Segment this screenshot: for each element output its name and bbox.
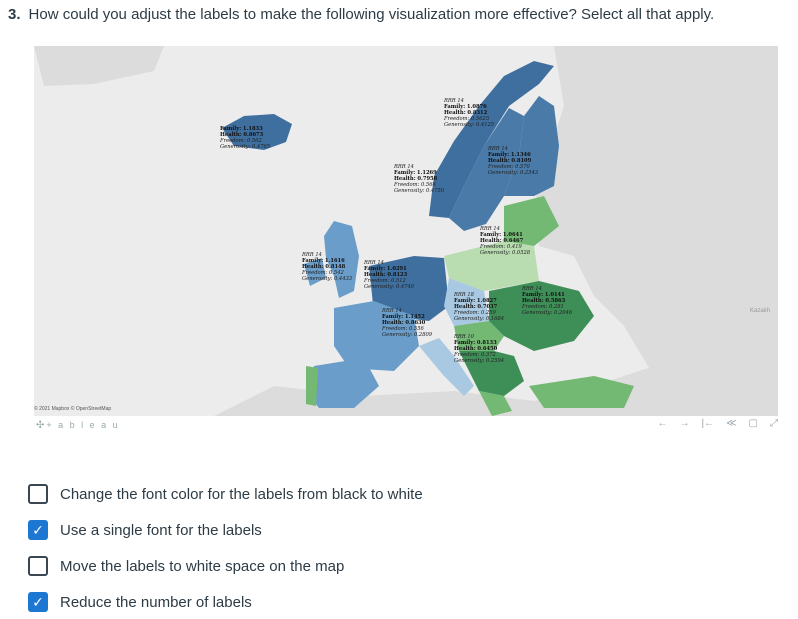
country-poland bbox=[444, 278, 489, 326]
country-ukraine bbox=[489, 281, 594, 351]
map-label-ukraine: RRR 14 Family: 1.0141 Health: 0.5863 Freedo… bbox=[522, 286, 573, 316]
country-italy bbox=[419, 338, 474, 396]
tableau-viz[interactable]: Family: 1.1833 Health: 0.8673 Freedom: 0.5… bbox=[34, 46, 778, 436]
map-corner-label: Kazakh bbox=[750, 308, 771, 314]
country-uk bbox=[324, 221, 359, 298]
country-france bbox=[334, 301, 419, 371]
answer-label[interactable]: Move the labels to white space on the ma… bbox=[60, 557, 345, 575]
map-label-balkans: RRR 10 Family: 0.8133 Health: 0.6450 Freedo… bbox=[454, 334, 505, 364]
answer-font-color[interactable]: Change the font color for the labels fro… bbox=[28, 484, 423, 504]
map-label-baltic: RRR 14 Family: 1.0641 Health: 0.6467 Freedo… bbox=[480, 226, 531, 256]
land-greenland bbox=[34, 46, 164, 86]
map-label-uk: RRR 14 Family: 1.1616 Health: 0.8148 Freedo… bbox=[302, 252, 353, 282]
country-sweden bbox=[449, 108, 524, 231]
country-iceland bbox=[222, 114, 292, 150]
land-russia bbox=[534, 46, 778, 376]
map-label-norway: RRR 14 Family: 1.0876 Health: 0.8312 Freedo… bbox=[444, 98, 495, 128]
checkmark-icon: ✓ bbox=[32, 594, 44, 610]
answer-white-space[interactable]: Move the labels to white space on the ma… bbox=[28, 556, 344, 576]
map-canvas[interactable]: Family: 1.1833 Health: 0.8673 Freedom: 0.5… bbox=[34, 46, 778, 416]
comment-icon[interactable]: ▢ bbox=[748, 418, 758, 429]
country-greece bbox=[479, 391, 512, 416]
map-label-benelux: RRR 14 Family: 1.0291 Health: 0.8123 Freedo… bbox=[364, 260, 415, 290]
map-attribution: © 2021 Mapbox © OpenStreetMap bbox=[34, 406, 112, 412]
country-belarus bbox=[444, 241, 539, 291]
map-label-finland: RRR 14 Family: 1.1346 Health: 0.8109 Freedo… bbox=[488, 146, 539, 176]
country-benelux-germany bbox=[369, 256, 449, 321]
tableau-cross-icon: ✣ bbox=[36, 420, 45, 431]
answer-single-font[interactable]: ✓ Use a single font for the labels bbox=[28, 520, 262, 540]
redo-icon[interactable]: → bbox=[679, 418, 690, 429]
country-ireland bbox=[304, 258, 326, 286]
tableau-logo: ✣ + a b l e a u bbox=[36, 420, 120, 431]
map-label-iceland: Family: 1.1833 Health: 0.8673 Freedom: 0.5… bbox=[220, 126, 271, 150]
land-middle-east bbox=[594, 366, 778, 416]
country-central-east bbox=[454, 321, 504, 351]
revert-icon[interactable]: |← bbox=[701, 418, 715, 429]
viz-toolbar: ← → |← ≪ ▢ ⤢ bbox=[657, 418, 778, 429]
country-turkey bbox=[529, 376, 634, 408]
answer-checkbox[interactable] bbox=[28, 484, 48, 504]
country-norway bbox=[429, 61, 554, 218]
map-label-france: RRR 14 Family: 1.1452 Health: 0.8630 Freedo… bbox=[382, 308, 433, 338]
europe-map bbox=[34, 46, 778, 416]
country-portugal bbox=[306, 366, 318, 406]
answer-checkbox[interactable]: ✓ bbox=[28, 592, 48, 612]
answer-reduce-labels[interactable]: ✓ Reduce the number of labels bbox=[28, 592, 252, 612]
country-finland bbox=[504, 96, 559, 196]
country-balkans bbox=[459, 351, 524, 396]
tableau-logo-text: + a b l e a u bbox=[46, 420, 120, 430]
answer-checkbox[interactable]: ✓ bbox=[28, 520, 48, 540]
fullscreen-icon[interactable]: ⤢ bbox=[770, 418, 778, 429]
question-number: 3. bbox=[8, 6, 21, 23]
share-icon[interactable]: ≪ bbox=[726, 418, 737, 429]
checkmark-icon: ✓ bbox=[32, 522, 44, 538]
map-label-poland: RRR 18 Family: 1.0827 Health: 0.7037 Freedo… bbox=[454, 292, 505, 322]
question-header: 3. How could you adjust the labels to mak… bbox=[8, 6, 714, 23]
country-iberia bbox=[306, 358, 379, 408]
map-label-sweden: RRR 14 Family: 1.1269 Health: 0.7958 Freedo… bbox=[394, 164, 445, 194]
country-baltics bbox=[504, 196, 559, 246]
answer-label[interactable]: Reduce the number of labels bbox=[60, 593, 252, 611]
undo-icon[interactable]: ← bbox=[657, 418, 668, 429]
answer-label[interactable]: Change the font color for the labels fro… bbox=[60, 485, 423, 503]
question-text: How could you adjust the labels to make … bbox=[28, 6, 715, 23]
answer-label[interactable]: Use a single font for the labels bbox=[60, 521, 262, 539]
answer-checkbox[interactable] bbox=[28, 556, 48, 576]
